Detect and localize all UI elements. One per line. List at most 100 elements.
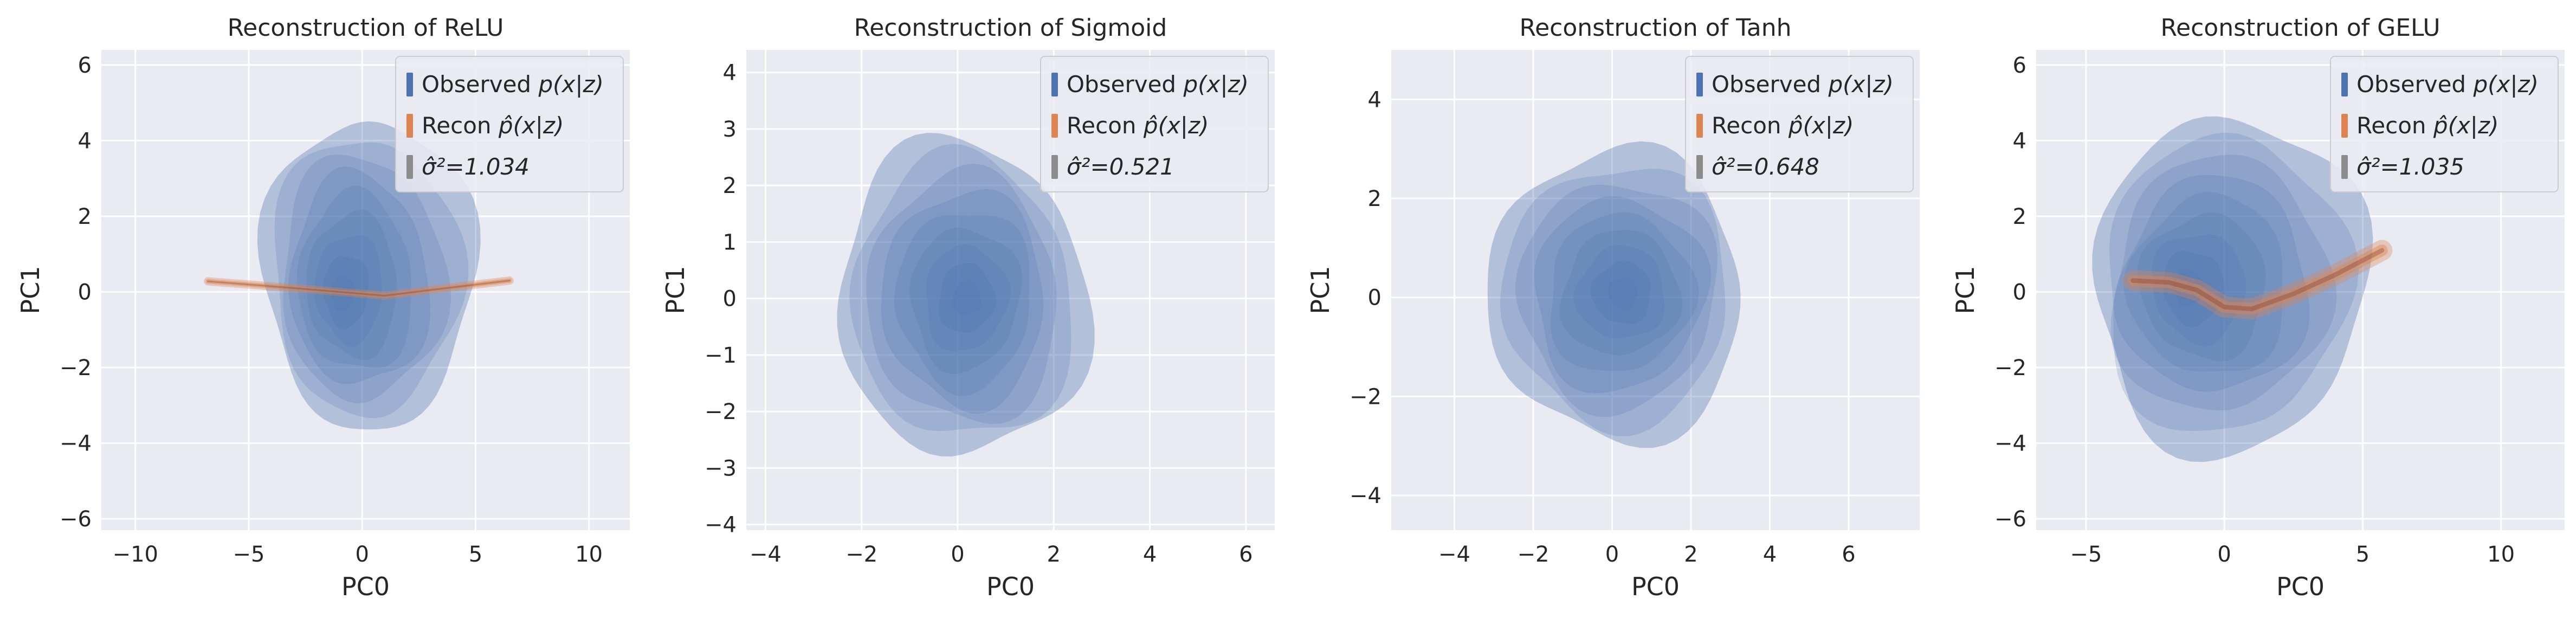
recon-contour [2127,244,2388,315]
legend-math: p(x|z) [538,71,603,98]
observed-contour [2110,154,2337,411]
observed-contour [1607,277,1638,310]
y-axis-label: PC1 [661,266,690,314]
observed-contour [257,121,481,430]
observed-contour [1500,169,1726,436]
recon-contour [2130,248,2385,312]
legend-math: σ̂²=1.034 [422,153,530,180]
x-tick-label: 0 [355,542,369,567]
y-tick-label: 1 [723,230,737,255]
legend-math: σ̂²=0.521 [1067,153,1174,180]
y-tick-label: 0 [78,280,92,305]
observed-contour [938,263,997,333]
y-tick-label: 4 [1368,87,1381,112]
x-tick-label: −4 [750,542,782,567]
plot-area [837,133,1095,457]
y-tick-label: −4 [705,513,737,538]
x-tick-label: 6 [1239,542,1253,567]
observed-contour [288,166,430,384]
x-tick-label: −5 [2070,542,2102,567]
observed-contour [2092,116,2373,462]
observed-contour [2173,268,2204,307]
observed-contour [1573,245,1665,339]
legend-swatch-sigma [406,155,413,179]
plot-area [1487,141,1741,448]
y-tick-label: 0 [2013,280,2026,305]
legend-entry: Observed p(x|z) [2357,71,2539,98]
y-tick-label: 0 [723,287,737,312]
y-tick-label: 2 [1368,186,1381,211]
observed-contour [2152,234,2246,347]
y-tick-label: −2 [1994,356,2026,381]
x-tick-label: 6 [1842,542,1855,567]
chart-title: Reconstruction of Tanh [1519,14,1791,42]
y-tick-label: 3 [723,117,737,142]
legend-label: Recon [1067,112,1137,139]
x-tick-label: 2 [1684,542,1697,567]
y-tick-label: −1 [705,343,737,368]
y-tick-label: −4 [1350,484,1381,508]
legend-entry: Recon p̂(x|z) [1067,112,1209,139]
x-tick-label: 5 [469,542,482,567]
observed-contour [2137,212,2266,362]
recon-contour [204,276,514,300]
legend: Observed p(x|z) Recon p̂(x|z) σ̂²=1.035 [2330,56,2559,192]
legend-label: Observed [422,71,531,98]
observed-contour [2114,175,2310,392]
legend-math: p(x|z) [1828,71,1893,98]
observed-contour [1534,196,1712,394]
observed-contour [837,133,1095,457]
legend-label: Observed [2357,71,2466,98]
observed-contour [881,189,1044,414]
recon-contour [205,278,512,298]
y-tick-label: 2 [723,173,737,198]
legend-math: p̂(x|z) [1143,112,1209,139]
plot-area [204,121,514,430]
legend: Observed p(x|z) Recon p̂(x|z) σ̂²=0.521 [1040,56,1269,192]
chart-title: Reconstruction of ReLU [228,14,504,42]
legend-math: p̂(x|z) [2433,112,2498,139]
x-tick-label: 4 [1763,542,1777,567]
x-axis-label: PC0 [1631,572,1680,601]
observed-contour [331,275,355,312]
legend-label: Observed [1067,71,1176,98]
y-axis-label: PC1 [1306,266,1335,314]
panel-3: −4 −2 0 2 4 6 −4 −2 0 2 4 Reconstruction of Tanh PC0… [1306,14,1920,601]
x-tick-label: 10 [575,542,603,567]
legend-label: Recon [1712,112,1781,139]
observed-contour [1590,260,1651,324]
legend-entry: Recon p̂(x|z) [1712,112,1854,139]
legend-entry: Observed p(x|z) [1067,71,1249,98]
x-tick-label: −2 [1517,542,1549,567]
x-tick-label: −4 [1438,542,1470,567]
x-tick-label: 4 [1143,542,1157,567]
observed-contour [1515,184,1718,417]
legend-math: p̂(x|z) [498,112,564,139]
y-tick-label: −6 [60,507,92,532]
legend-swatch-recon [2341,114,2348,138]
plot-area [2092,116,2393,462]
observed-contour [314,235,382,347]
observed-contour [2123,192,2282,372]
legend-box [1685,56,1914,192]
legend-math: p(x|z) [2472,71,2538,98]
observed-contour [2109,132,2359,431]
observed-contour [296,185,411,369]
observed-contour [1551,212,1699,371]
legend-entry: Recon p̂(x|z) [422,112,564,139]
y-tick-label: 4 [78,128,92,153]
legend-math: p̂(x|z) [1788,112,1854,139]
y-tick-label: 2 [2013,204,2026,229]
y-tick-label: 2 [78,204,92,229]
legend-swatch-sigma [1696,155,1703,179]
panel-1: −10 −5 0 5 10 −6 −4 −2 0 2 4 6 Reconstruction of ReL… [16,14,630,601]
y-tick-label: −6 [1994,507,2026,532]
chart-title: Reconstruction of Sigmoid [854,14,1167,42]
observed-contour [909,228,1022,375]
x-tick-label: −10 [113,542,158,567]
legend-entry: Observed p(x|z) [1712,71,1894,98]
observed-contour [894,215,1030,396]
y-tick-label: −2 [1350,384,1381,409]
y-tick-label: 6 [78,53,92,78]
legend-entry: Recon p̂(x|z) [2357,112,2498,139]
